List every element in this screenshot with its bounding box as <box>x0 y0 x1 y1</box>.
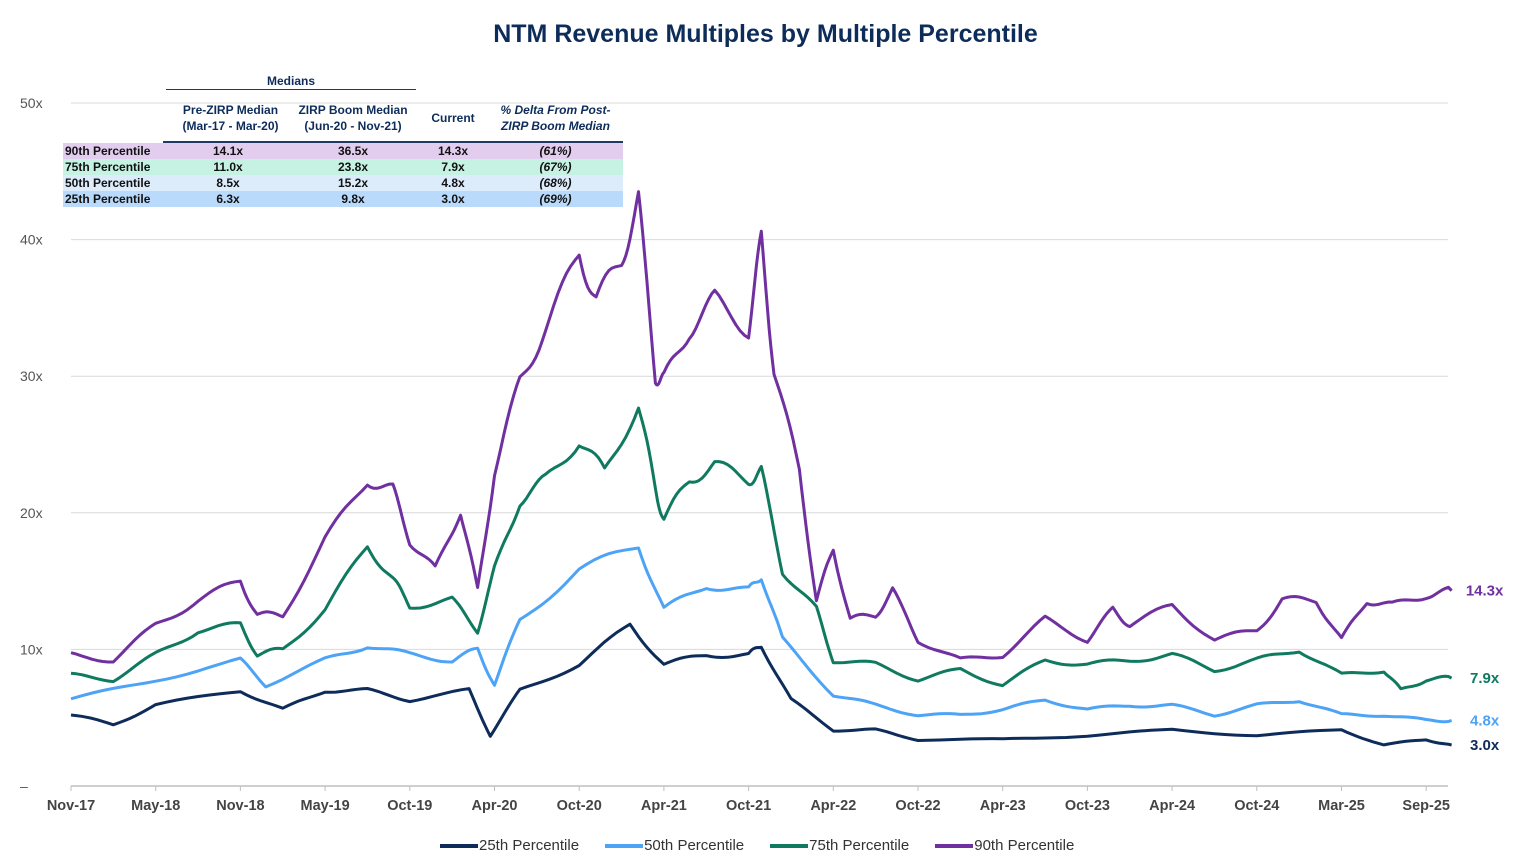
legend-swatch <box>770 843 809 848</box>
chart-title: NTM Revenue Multiples by Multiple Percen… <box>493 20 1038 48</box>
end-label: 14.3x <box>1466 583 1504 600</box>
cell-current: 7.9x <box>441 160 465 174</box>
y-tick-label: 50x <box>20 95 43 111</box>
x-tick-label: Nov-18 <box>216 798 264 814</box>
x-tick-label: Oct-21 <box>726 798 771 814</box>
legend-item: 90th Percentile <box>935 837 1074 854</box>
cell-label: 25th Percentile <box>65 192 151 206</box>
end-label: 4.8x <box>1470 712 1500 729</box>
x-tick-label: Nov-17 <box>47 798 95 814</box>
legend-label: 90th Percentile <box>974 837 1075 854</box>
legend-label: 50th Percentile <box>644 837 745 854</box>
cell-zirp: 36.5x <box>337 144 369 158</box>
x-tick-label: Apr-23 <box>980 798 1026 814</box>
x-tick-label: Sep-25 <box>1402 798 1450 814</box>
series-line-75th <box>70 406 1453 691</box>
cell-delta: (67%) <box>539 160 572 174</box>
x-tick-label: May-19 <box>301 798 350 814</box>
table-row: 90th Percentile 14.1x 36.5x 14.3x (61%) <box>63 143 623 159</box>
cell-pre: 8.5x <box>216 176 240 190</box>
header-zirp-boom: ZIRP Boom Median (Jun-20 - Nov-21) <box>298 103 408 133</box>
legend-swatch <box>605 843 644 848</box>
table-row: 50th Percentile 8.5x 15.2x 4.8x (68%) <box>63 175 623 191</box>
series-line-50th <box>70 546 1453 724</box>
x-tick-label: Oct-22 <box>895 798 940 814</box>
cell-current: 4.8x <box>441 176 465 190</box>
cell-pre: 14.1x <box>212 144 244 158</box>
legend-label: 75th Percentile <box>809 837 910 854</box>
series-line-25th <box>70 622 1452 747</box>
cell-pre: 6.3x <box>216 192 240 206</box>
cell-pre: 11.0x <box>213 160 243 174</box>
x-tick-label: Oct-24 <box>1234 798 1279 814</box>
end-label: 3.0x <box>1470 737 1500 754</box>
x-tick-label: Apr-24 <box>1149 798 1195 814</box>
end-label: 7.9x <box>1470 670 1500 687</box>
series-line-90th <box>70 190 1453 664</box>
cell-current: 14.3x <box>437 144 469 158</box>
y-tick-label: 30x <box>20 368 43 384</box>
cell-delta: (69%) <box>539 192 572 206</box>
legend-item: 75th Percentile <box>770 837 909 854</box>
cell-zirp: 9.8x <box>341 192 365 206</box>
x-tick-label: Apr-20 <box>472 798 518 814</box>
x-tick-label: Apr-21 <box>641 798 687 814</box>
cell-zirp: 23.8x <box>337 160 369 174</box>
x-tick-label: May-18 <box>131 798 180 814</box>
header-current: Current <box>431 111 475 125</box>
legend-item: 50th Percentile <box>605 837 744 854</box>
legend-swatch <box>440 843 478 848</box>
y-tick-label: – <box>20 778 28 794</box>
x-tick-label: Apr-22 <box>810 798 856 814</box>
cell-current: 3.0x <box>441 192 465 206</box>
cell-label: 50th Percentile <box>65 176 151 190</box>
y-tick-label: 20x <box>20 505 43 521</box>
x-tick-label: Oct-19 <box>387 798 432 814</box>
x-tick-label: Oct-23 <box>1065 798 1110 814</box>
y-tick-label: 40x <box>20 232 43 248</box>
x-tick-label: Oct-20 <box>557 798 602 814</box>
table-row: 25th Percentile 6.3x 9.8x 3.0x (69%) <box>63 191 623 207</box>
legend-label: 25th Percentile <box>479 837 580 854</box>
cell-delta: (68%) <box>539 176 572 190</box>
table-row: 75th Percentile 11.0x 23.8x 7.9x (67%) <box>63 159 623 175</box>
cell-delta: (61%) <box>539 144 572 158</box>
x-tick-label: Mar-25 <box>1318 798 1365 814</box>
header-divider <box>163 141 623 143</box>
legend-item: 25th Percentile <box>440 837 579 854</box>
legend: 25th Percentile 50th Percentile 75th Perce… <box>440 837 1074 854</box>
cell-label: 75th Percentile <box>65 160 151 174</box>
table-group-header: Medians <box>166 74 416 90</box>
y-tick-label: 10x <box>20 641 43 657</box>
legend-swatch <box>935 843 974 848</box>
header-pre-zirp: Pre-ZIRP Median (Mar-17 - Mar-20) <box>182 103 279 133</box>
cell-zirp: 15.2x <box>337 176 369 190</box>
header-delta: % Delta From Post- ZIRP Boom Median <box>500 103 611 133</box>
cell-label: 90th Percentile <box>65 144 151 158</box>
